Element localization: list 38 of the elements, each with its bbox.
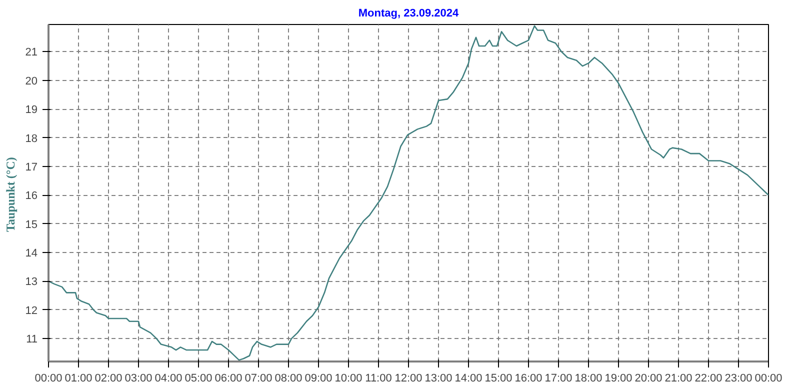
y-tick-label: 17 [25, 161, 38, 174]
y-tick-label: 18 [25, 132, 38, 145]
x-tick-label: 07:00 [244, 372, 272, 384]
y-tick-label: 16 [25, 190, 38, 202]
y-tick-label: 20 [25, 75, 38, 88]
x-tick-label: 21:00 [664, 372, 692, 384]
y-tick-label: 21 [25, 46, 38, 59]
x-tick-label: 05:00 [184, 372, 212, 384]
y-tick-label: 14 [25, 248, 38, 260]
x-tick-label: 19:00 [604, 372, 632, 384]
x-tick-label: 16:00 [514, 372, 542, 384]
x-tick-label: 00:00 [754, 372, 782, 384]
y-tick-label: 15 [25, 218, 38, 231]
y-tick-label: 13 [25, 276, 38, 288]
x-tick-label: 08:00 [274, 372, 302, 384]
x-tick-label: 14:00 [454, 372, 482, 384]
x-tick-label: 02:00 [94, 372, 122, 384]
chart-title: Montag, 23.09.2024 [358, 8, 460, 20]
x-tick-label: 20:00 [634, 372, 662, 384]
x-tick-label: 03:00 [124, 372, 152, 384]
y-tick-label: 11 [26, 334, 38, 346]
x-tick-label: 13:00 [424, 372, 452, 384]
x-tick-label: 18:00 [574, 372, 602, 384]
x-tick-label: 11:00 [365, 372, 392, 384]
x-tick-label: 00:00 [34, 372, 62, 384]
x-tick-label: 01:00 [64, 372, 92, 384]
y-tick-label: 12 [25, 304, 38, 317]
x-tick-label: 17:00 [544, 372, 572, 384]
y-axis-title: Taupunkt (°C) [3, 157, 18, 232]
x-tick-label: 10:00 [334, 372, 362, 384]
x-tick-label: 15:00 [484, 372, 512, 384]
x-tick-label: 12:00 [394, 372, 422, 384]
x-tick-label: 22:00 [694, 372, 722, 384]
x-tick-label: 04:00 [154, 372, 182, 384]
x-tick-label: 06:00 [214, 372, 242, 384]
x-tick-label: 23:00 [724, 372, 752, 384]
y-tick-label: 19 [25, 104, 38, 116]
x-tick-label: 09:00 [304, 372, 332, 384]
